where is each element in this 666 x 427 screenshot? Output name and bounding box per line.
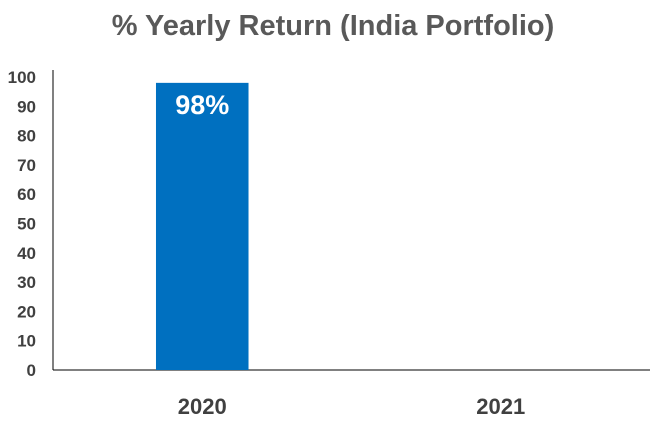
y-axis-ticks: 0 10 20 30 40 50 60 70 80 90 100 (8, 68, 36, 380)
y-tick-label: 40 (17, 244, 36, 263)
bar-2020 (155, 82, 249, 371)
data-label-2020: 98% (175, 90, 229, 120)
y-tick-label: 90 (17, 97, 36, 116)
x-tick-label: 2021 (476, 394, 525, 419)
y-tick-label: 100 (8, 68, 36, 87)
y-tick-label: 0 (27, 361, 36, 380)
y-tick-label: 30 (17, 273, 36, 292)
bars-group: 98% (155, 82, 249, 371)
x-axis-labels: 2020 2021 (178, 394, 525, 419)
x-tick-label: 2020 (178, 394, 227, 419)
y-tick-label: 70 (17, 156, 36, 175)
y-tick-label: 80 (17, 127, 36, 146)
y-tick-label: 50 (17, 215, 36, 234)
y-tick-label: 10 (17, 332, 36, 351)
y-tick-label: 60 (17, 185, 36, 204)
chart-title: % Yearly Return (India Portfolio) (111, 10, 555, 42)
y-tick-label: 20 (17, 302, 36, 321)
